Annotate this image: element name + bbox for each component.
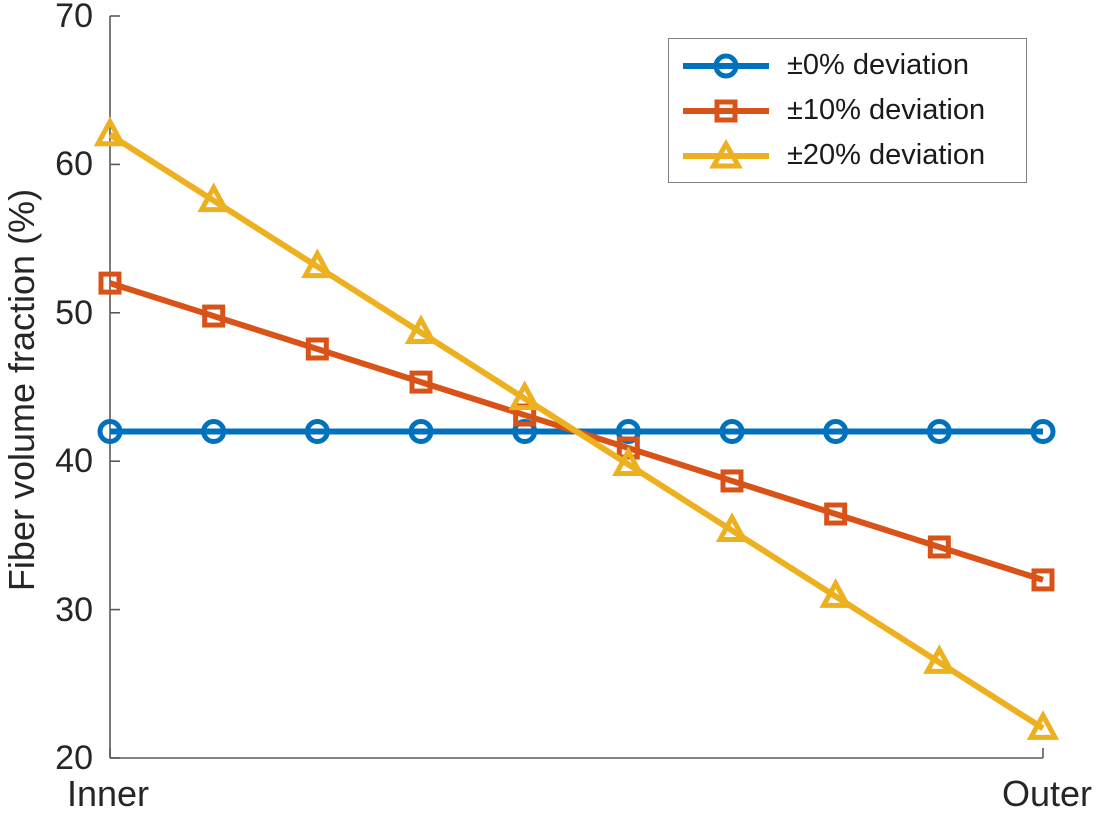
triangle-marker — [508, 380, 541, 411]
legend-line-circle-icon — [683, 53, 769, 78]
legend: ±0% deviation ±10% deviation ±20% deviat… — [668, 38, 1027, 183]
square-marker — [202, 304, 226, 328]
square-marker — [305, 337, 329, 361]
circle-marker — [1030, 419, 1056, 445]
triangle-marker — [1026, 710, 1060, 740]
circle-marker — [926, 419, 952, 445]
square-marker — [409, 370, 433, 394]
circle-marker — [719, 419, 745, 445]
legend-item: ±0% deviation — [681, 43, 1026, 88]
circle-marker — [304, 419, 330, 445]
legend-line-square-icon — [683, 99, 769, 122]
square-marker — [1031, 568, 1055, 592]
circle-marker — [512, 419, 538, 445]
legend-label: ±20% deviation — [787, 139, 986, 171]
y-axis-label: Fiber volume fraction (%) — [1, 188, 42, 592]
square-marker — [616, 436, 640, 460]
legend-line-triangle-icon — [683, 138, 769, 168]
triangle-marker — [715, 512, 749, 543]
square-marker — [720, 469, 744, 493]
square-marker — [824, 502, 848, 526]
circle-marker — [823, 419, 849, 445]
square-marker — [98, 271, 122, 295]
triangle-marker — [612, 446, 645, 476]
legend-label: ±10% deviation — [787, 94, 986, 126]
x-tick-label-inner: Inner — [66, 773, 150, 814]
legend-item: ±20% deviation — [681, 133, 1026, 178]
y-tick-label: 60 — [55, 145, 93, 183]
triangle-marker — [819, 578, 852, 608]
y-tick-label: 50 — [55, 294, 93, 332]
circle-marker — [201, 419, 227, 445]
circle-marker — [615, 419, 641, 445]
square-marker — [927, 535, 951, 559]
y-tick-label: 30 — [55, 591, 93, 629]
triangle-marker — [93, 116, 127, 147]
series-line-2 — [108, 132, 1045, 731]
triangle-marker — [197, 182, 230, 213]
x-tick-label-outer: Outer — [1001, 773, 1093, 814]
legend-label: ±0% deviation — [787, 49, 969, 81]
triangle-marker — [923, 644, 956, 674]
triangle-marker — [301, 248, 334, 279]
circle-marker — [97, 419, 123, 445]
y-tick-label: 40 — [55, 442, 93, 480]
y-tick-label: 70 — [55, 0, 93, 35]
legend-item: ±10% deviation — [681, 88, 1026, 133]
y-tick-label: 20 — [55, 739, 93, 777]
triangle-marker — [404, 314, 438, 345]
circle-marker — [408, 419, 434, 445]
